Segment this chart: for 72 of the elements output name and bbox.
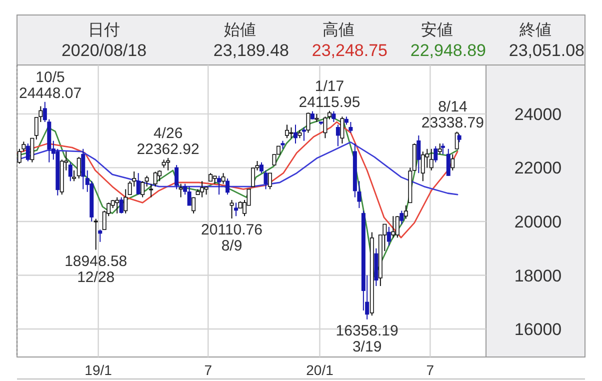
candlestick: [340, 116, 344, 144]
candlestick: [230, 199, 234, 220]
candlestick: [192, 196, 196, 214]
candlestick: [420, 151, 425, 182]
candlestick: [149, 183, 154, 198]
x-tick-label: 19/1: [84, 362, 112, 378]
annotation: 20110.76 8/9: [201, 222, 263, 255]
candlestick: [136, 172, 140, 196]
candlestick: [119, 196, 124, 214]
candlestick: [323, 116, 328, 139]
header: 日付 2020/08/18 始値 23,189.48 高値 23,248.75 安値 22,948.89 終値 23,051.08: [16, 14, 586, 66]
annotation: 1/17 24115.95: [298, 78, 360, 111]
candlestick: [115, 196, 120, 214]
annotation: 16358.19 3/19: [336, 322, 398, 356]
annotation: 18948.58 12/28: [64, 252, 128, 286]
candlestick: [302, 126, 306, 142]
candlestick: [140, 180, 145, 198]
x-tick-label: 7: [204, 362, 212, 378]
annotation: 8/14 23338.79: [421, 98, 484, 132]
candlestick: [293, 124, 298, 144]
candlestick: [400, 210, 404, 225]
candlestick: [391, 216, 396, 238]
candlestick: [386, 226, 391, 246]
candlestick: [124, 188, 128, 214]
candlestick: [336, 124, 340, 147]
y-tick-label: 20000: [514, 212, 562, 232]
candlestick: [226, 178, 230, 196]
candlestick: [289, 126, 294, 139]
candlestick: [429, 148, 434, 171]
candlestick: [260, 162, 264, 174]
candlestick: [395, 216, 400, 238]
candlestick: [438, 143, 442, 155]
candlestick: [416, 134, 421, 174]
candlestick: [434, 146, 438, 163]
candlestick: [98, 229, 102, 242]
candlestick: [81, 148, 86, 190]
candlestick: [404, 204, 408, 220]
annotation: 10/5 24448.07: [19, 68, 82, 102]
candlestick: [187, 186, 192, 206]
candlestick: [166, 157, 170, 171]
x-tick-label: 7: [426, 362, 434, 378]
candlestick: [446, 148, 450, 176]
line-series: [16, 141, 458, 196]
candlestick: [76, 156, 81, 179]
candlestick: [217, 175, 222, 196]
candlestick: [68, 162, 72, 182]
candlestick: [348, 122, 353, 134]
candlestick: [178, 183, 183, 198]
candlestick: [264, 170, 268, 190]
candlestick: [251, 167, 256, 188]
candlestick: [144, 175, 149, 188]
y-tick-label: 22000: [514, 158, 562, 178]
annotation: 4/26 22362.92: [136, 124, 200, 158]
candlestick: [30, 138, 34, 163]
candlestick: [174, 164, 179, 190]
candlestick: [268, 172, 272, 190]
candlestick: [72, 170, 76, 182]
candlestick: [450, 154, 455, 171]
candlestick: [440, 143, 445, 155]
candlestick: [153, 171, 158, 188]
candlestick: [26, 143, 30, 162]
y-tick-label: 18000: [514, 266, 562, 286]
candlestick: [284, 124, 289, 139]
x-tick-label: 20/1: [306, 362, 334, 378]
candlestick: [306, 112, 310, 134]
y-tick-label: 24000: [514, 104, 562, 124]
y-tick-label: 16000: [514, 320, 562, 340]
candlestick: [200, 180, 204, 198]
candlestick: [234, 202, 238, 217]
candlestick: [221, 172, 226, 184]
candlestick: [94, 218, 98, 250]
candlestick: [332, 110, 336, 122]
